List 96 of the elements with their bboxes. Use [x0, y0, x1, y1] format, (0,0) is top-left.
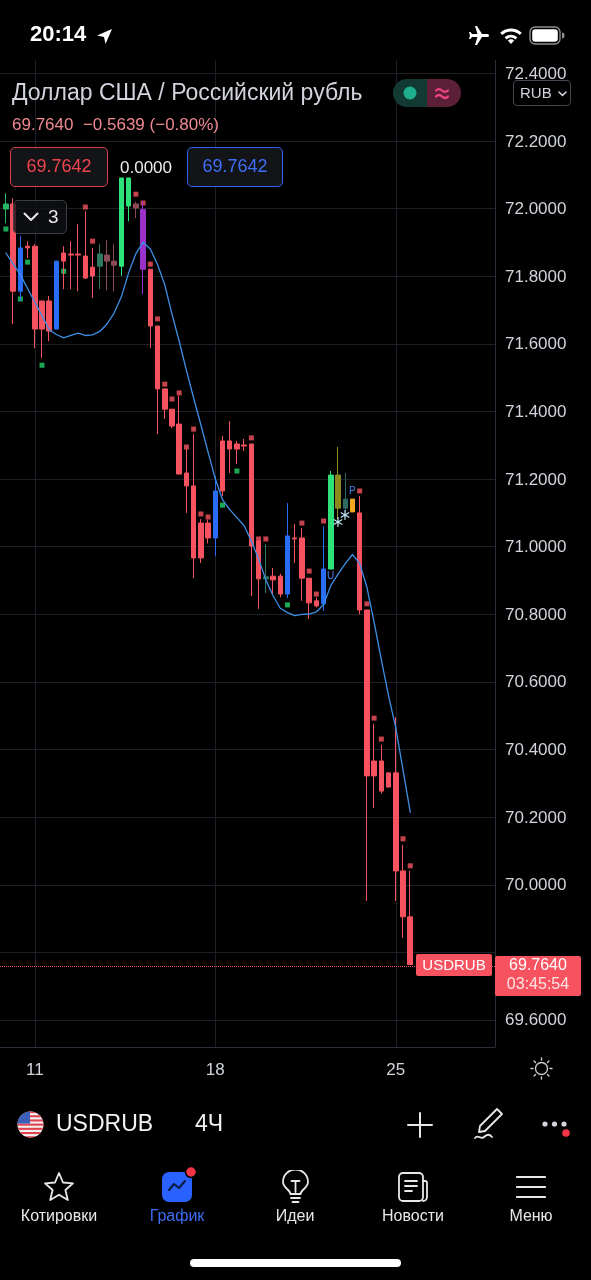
- candlestick: [220, 435, 225, 497]
- price-tag: 69.7640 03:45:54: [495, 955, 581, 996]
- candlestick: [249, 443, 254, 597]
- point: [25, 259, 31, 265]
- point: [220, 502, 226, 508]
- text: Новости: [382, 1207, 444, 1226]
- candlestick: [270, 567, 276, 595]
- annotation: 0.0000: [120, 158, 172, 178]
- point: [321, 518, 327, 524]
- candlestick: [155, 325, 160, 435]
- point: [155, 316, 161, 322]
- point: [357, 488, 363, 494]
- candlestick: [328, 470, 334, 570]
- point: [299, 520, 305, 526]
- candlestick: [54, 260, 59, 330]
- candlestick: [126, 177, 131, 222]
- point: [133, 191, 139, 197]
- symbol-tag: USDRUB: [416, 953, 492, 976]
- y-tick-label: 70.6000: [505, 672, 567, 692]
- candlestick: [148, 268, 153, 349]
- point: [400, 836, 406, 842]
- annotation: U: [327, 570, 335, 582]
- candlestick: [386, 772, 391, 788]
- candlestick: [191, 433, 196, 579]
- candlestick: [285, 502, 290, 599]
- point: [191, 426, 197, 432]
- text: Идеи: [275, 1207, 315, 1226]
- text: График: [149, 1207, 205, 1226]
- point: [147, 261, 153, 267]
- candlestick: [133, 201, 139, 219]
- candlestick: [278, 573, 283, 598]
- candlestick: [97, 243, 103, 290]
- y-tick-label: 72.2000: [505, 131, 567, 151]
- x-tick-label: 11: [25, 1060, 44, 1079]
- candlestick: [350, 498, 355, 513]
- candlestick: [213, 475, 218, 557]
- point: [313, 591, 319, 597]
- point: [205, 514, 211, 520]
- text: Доллар США / Российский рубль: [12, 79, 363, 106]
- dropdown-button: RUB: [513, 80, 571, 106]
- collapse-button: 3: [13, 200, 67, 234]
- y-tick-label: 71.2000: [505, 469, 567, 489]
- point: [248, 435, 254, 441]
- point: [3, 226, 9, 232]
- y-tick-label: 71.8000: [505, 266, 567, 286]
- point: [39, 362, 45, 368]
- point: [263, 536, 269, 542]
- text: 4Ч: [195, 1110, 224, 1137]
- annotation: 3: [48, 206, 59, 228]
- line-series: [5, 241, 411, 813]
- point: [407, 863, 413, 869]
- x-tick-label: 18: [205, 1060, 225, 1079]
- point: [183, 444, 189, 450]
- point: [234, 468, 240, 474]
- point: [198, 511, 204, 517]
- candlestick: [25, 240, 30, 259]
- price-box: 69.7642: [187, 147, 283, 187]
- point: [82, 204, 88, 210]
- y-tick-label: 70.8000: [505, 604, 567, 624]
- candlestick: [119, 177, 124, 277]
- y-tick-label: 69.6000: [505, 1010, 567, 1030]
- text: 69.7640 −0.5639 (−0.80%): [12, 115, 219, 135]
- text: 20:14: [30, 21, 87, 47]
- point: [371, 715, 377, 721]
- point: [162, 381, 168, 387]
- candlestick: [379, 744, 384, 794]
- annotation: P: [349, 485, 356, 497]
- candlestick: [263, 543, 269, 594]
- y-tick-label: 71.4000: [505, 402, 567, 422]
- y-tick-label: 70.0000: [505, 875, 567, 895]
- point: [378, 736, 384, 742]
- x-tick-label: 25: [386, 1060, 406, 1079]
- point: [364, 601, 370, 607]
- price-box: 69.7642: [10, 147, 108, 187]
- text: Котировки: [20, 1207, 98, 1226]
- candlestick: [357, 495, 362, 615]
- text: Меню: [509, 1207, 553, 1226]
- point: [306, 568, 312, 574]
- candlestick: [314, 596, 319, 609]
- y-tick-label: 70.2000: [505, 807, 567, 827]
- y-tick-label: 72.0000: [505, 199, 567, 219]
- point: [169, 396, 175, 402]
- candlestick: [321, 525, 326, 612]
- point: [176, 390, 182, 396]
- point: [285, 602, 290, 608]
- candlestick: [90, 247, 95, 299]
- candlestick: [227, 420, 232, 474]
- annotation: 69.7642: [201, 156, 269, 177]
- text: USDRUB: [56, 1110, 154, 1137]
- y-tick-label: 71.0000: [505, 537, 567, 557]
- candlestick: [292, 523, 297, 564]
- y-tick-label: 70.4000: [505, 740, 567, 760]
- point: [90, 238, 96, 244]
- annotation: 69.7642: [25, 156, 93, 177]
- candlestick: [3, 192, 9, 224]
- y-tick-label: 71.6000: [505, 334, 567, 354]
